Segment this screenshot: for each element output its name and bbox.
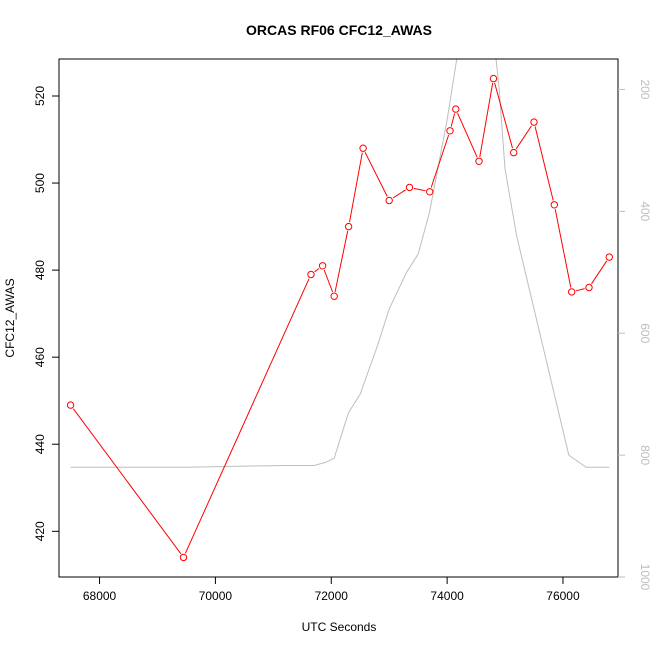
x-axis-label: UTC Seconds — [302, 620, 377, 634]
primary-series-segment — [314, 268, 320, 273]
primary-series-segment — [364, 152, 388, 197]
data-point — [385, 196, 393, 205]
primary-series-segment — [457, 112, 478, 158]
y2-tick-label: 600 — [638, 323, 650, 343]
chart-title: ORCAS RF06 CFC12_AWAS — [246, 22, 432, 38]
plot-frame — [58, 58, 619, 578]
y-tick-label: 420 — [33, 521, 47, 541]
primary-series-segment — [413, 187, 426, 192]
axes: 68000 70000 72000 74000 76000 420 440 460 480 500… — [33, 58, 650, 603]
primary-series-segment — [72, 408, 182, 555]
y-tick-label: 520 — [33, 86, 47, 106]
y2-tick-label: 1000 — [638, 564, 650, 591]
primary-series-segment — [450, 113, 456, 127]
y2-tick-label: 800 — [638, 445, 650, 465]
primary-series-segment — [479, 82, 494, 157]
y2-tick-label: 400 — [638, 201, 650, 221]
data-point — [585, 283, 593, 292]
data-point — [359, 144, 367, 152]
primary-series-segment — [554, 209, 572, 288]
data-point — [344, 222, 353, 231]
y-tick-label: 440 — [33, 434, 47, 454]
x-tick-label: 68000 — [83, 589, 117, 603]
data-point — [330, 292, 338, 300]
data-point — [550, 201, 558, 209]
secondary-series-line — [70, 59, 610, 468]
primary-series-segment — [534, 126, 554, 201]
primary-series-segment — [575, 288, 585, 292]
primary-series-segment — [184, 278, 310, 554]
data-point — [318, 262, 327, 270]
primary-series-segment — [515, 125, 532, 150]
data-point — [452, 105, 460, 113]
y-axis-label: CFC12_AWAS — [3, 278, 17, 357]
data-point — [530, 118, 538, 126]
y-tick-label: 500 — [33, 173, 47, 193]
primary-series-segment — [494, 82, 513, 149]
data-point — [510, 148, 518, 157]
data-point — [307, 270, 315, 279]
data-point — [426, 188, 434, 196]
data-point — [179, 553, 188, 562]
data-point — [66, 401, 75, 409]
primary-series-segment — [334, 230, 349, 292]
data-point — [605, 253, 613, 261]
data-point — [405, 183, 414, 192]
data-point — [446, 127, 454, 135]
secondary-series — [70, 59, 610, 468]
data-point — [475, 157, 483, 166]
primary-series-segment — [349, 152, 363, 223]
x-tick-label: 74000 — [430, 589, 464, 603]
y2-tick-label: 200 — [638, 79, 650, 99]
data-point — [568, 288, 576, 296]
x-tick-label: 72000 — [315, 589, 349, 603]
primary-series-segment — [323, 269, 334, 293]
primary-series-segment — [591, 260, 608, 285]
primary-series-segment — [430, 134, 450, 188]
x-tick-label: 70000 — [199, 589, 233, 603]
primary-series-segment — [392, 189, 406, 199]
data-point — [489, 74, 498, 83]
primary-series — [66, 74, 613, 562]
x-tick-label: 76000 — [546, 589, 580, 603]
y-tick-label: 460 — [33, 347, 47, 367]
y-tick-label: 480 — [33, 260, 47, 280]
